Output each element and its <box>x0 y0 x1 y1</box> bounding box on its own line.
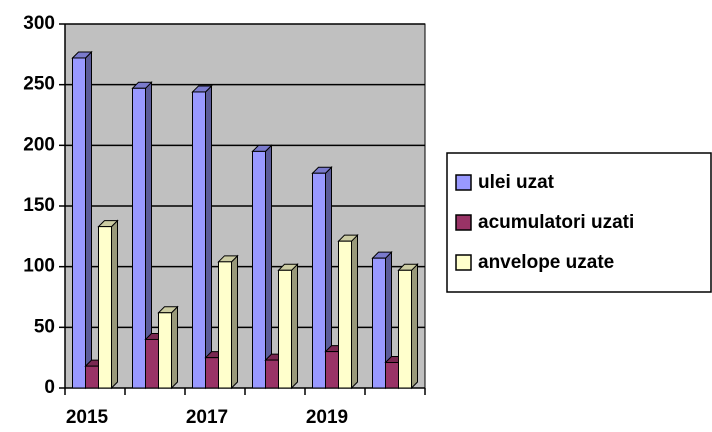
x-tick-label: 2017 <box>186 407 228 428</box>
bar <box>85 365 99 389</box>
legend-swatch <box>455 214 472 231</box>
bar <box>205 357 219 389</box>
y-tick-label: 0 <box>44 377 55 398</box>
bar <box>252 150 266 389</box>
bar-side <box>291 263 298 390</box>
y-tick-label: 100 <box>23 256 55 277</box>
legend-swatch <box>455 254 472 271</box>
legend-label: acumulatori uzati <box>478 212 634 233</box>
legend-label: anvelope uzate <box>478 252 614 273</box>
bar-side <box>205 84 212 390</box>
bar <box>338 240 352 389</box>
y-tick-label: 200 <box>23 134 55 155</box>
x-tick-label: 2015 <box>66 407 109 428</box>
y-tick-label: 300 <box>23 13 55 34</box>
y-tick-label: 250 <box>23 74 55 95</box>
bar-side <box>265 144 272 390</box>
x-tick-label: 2019 <box>306 407 348 428</box>
bar <box>218 261 232 389</box>
legend-box <box>446 152 712 293</box>
bar-side <box>85 50 92 390</box>
bar <box>132 87 146 389</box>
bar <box>325 351 339 389</box>
bar <box>278 269 292 389</box>
bar-side <box>171 305 178 390</box>
y-tick-label: 150 <box>23 195 55 216</box>
bar-side <box>111 219 118 390</box>
bar-side <box>411 263 418 390</box>
bar <box>398 269 412 389</box>
bar <box>372 257 386 389</box>
bar <box>72 57 86 389</box>
bar <box>265 359 279 389</box>
y-tick-label: 50 <box>34 316 55 337</box>
bar <box>312 172 326 389</box>
legend-label: ulei uzat <box>478 172 555 193</box>
bar <box>192 91 206 389</box>
legend-swatch <box>455 174 472 191</box>
bar <box>98 226 112 389</box>
bar <box>158 312 172 389</box>
bar-side <box>231 254 238 390</box>
bar <box>145 338 159 389</box>
bar <box>385 362 399 389</box>
bar-side <box>351 233 358 390</box>
